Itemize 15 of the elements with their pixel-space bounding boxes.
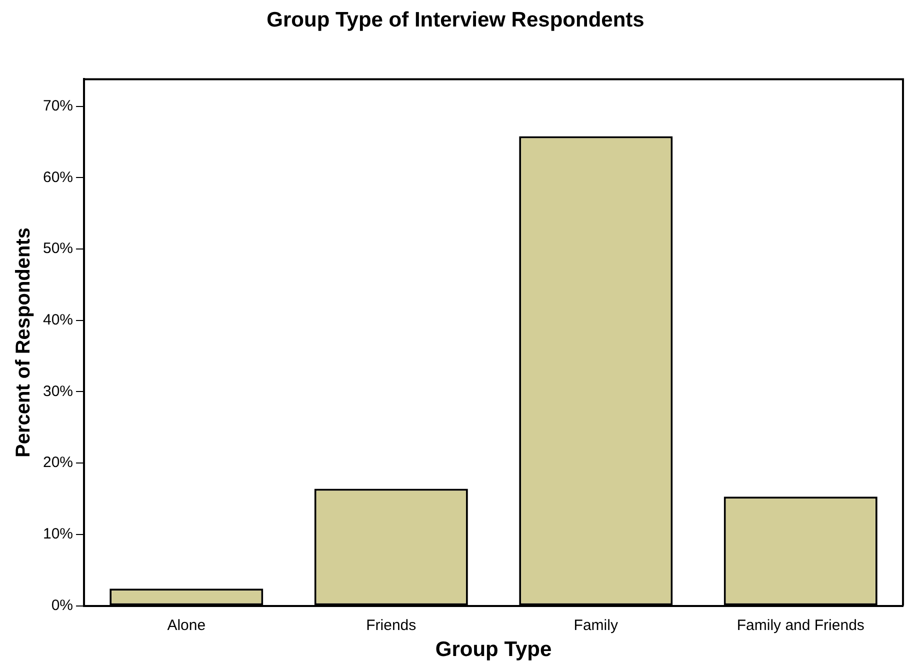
y-tick-label: 70% bbox=[42, 97, 74, 114]
y-tick-label: 30% bbox=[42, 382, 74, 400]
chart-title: Group Type of Interview Respondents bbox=[266, 8, 644, 32]
y-axis-title: Percent of Respondents bbox=[12, 227, 35, 458]
x-tick-label: Friends bbox=[366, 616, 416, 634]
x-tick-label: Family bbox=[574, 616, 618, 634]
y-tick-label: 50% bbox=[42, 240, 74, 258]
y-tick-label: 0% bbox=[51, 596, 74, 614]
x-tick-label: Alone bbox=[167, 616, 206, 634]
y-tick-label: 10% bbox=[42, 526, 74, 543]
x-tick-label: Family and Friends bbox=[736, 616, 864, 634]
y-tick-label: 60% bbox=[42, 168, 74, 186]
y-tick-label: 40% bbox=[42, 312, 74, 329]
y-tick-label: 20% bbox=[42, 454, 74, 472]
x-axis-title: Group Type bbox=[435, 638, 552, 662]
